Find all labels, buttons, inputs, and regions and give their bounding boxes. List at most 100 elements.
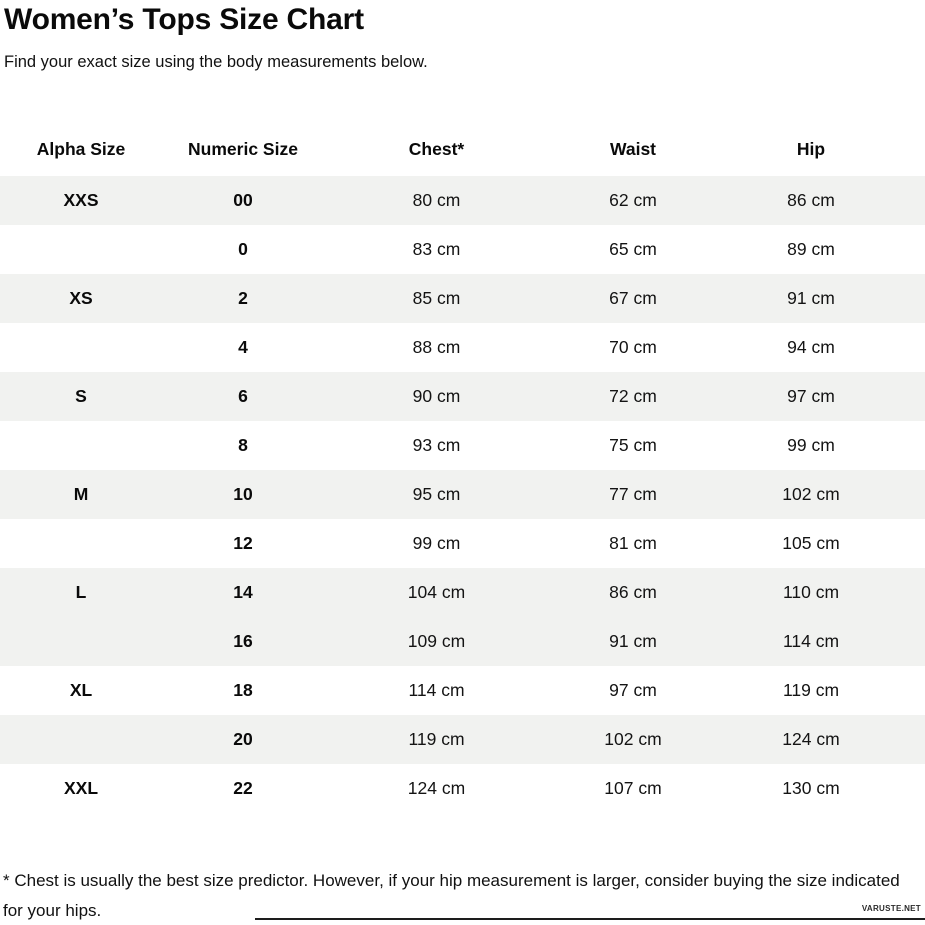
waist-cell: 91 cm — [609, 630, 657, 651]
alpha-size-cell: XXS — [63, 189, 99, 210]
numeric-size-cell: 18 — [233, 679, 253, 700]
waist-cell: 86 cm — [609, 581, 657, 602]
spacer-cell — [905, 666, 925, 715]
alpha-size-cell — [0, 323, 162, 372]
hip-cell: 94 cm — [787, 336, 835, 357]
table-row: XS 2 85 cm 67 cm 91 cm — [0, 273, 925, 323]
watermark: VARUSTE.NET — [861, 904, 921, 913]
waist-cell: 67 cm — [609, 287, 657, 308]
numeric-size-cell: 14 — [233, 581, 253, 602]
waist-cell: 70 cm — [609, 336, 657, 357]
page-subtitle: Find your exact size using the body meas… — [4, 53, 428, 71]
chest-cell: 124 cm — [407, 777, 466, 798]
numeric-size-cell: 6 — [238, 385, 248, 406]
chest-cell: 88 cm — [412, 336, 461, 357]
alpha-size-cell: XXL — [63, 777, 99, 798]
alpha-size-cell: S — [75, 385, 87, 406]
hip-cell: 130 cm — [782, 777, 840, 798]
column-header-waist: Waist — [609, 139, 657, 160]
chest-cell: 104 cm — [407, 581, 466, 602]
waist-cell: 65 cm — [609, 238, 657, 259]
spacer-cell — [905, 274, 925, 323]
table-row: 8 93 cm 75 cm 99 cm — [0, 420, 925, 470]
column-header-alpha-size: Alpha Size — [36, 139, 126, 160]
alpha-size-cell — [0, 715, 162, 764]
chest-cell: 99 cm — [412, 532, 461, 553]
spacer-cell — [905, 323, 925, 372]
waist-cell: 72 cm — [609, 385, 657, 406]
spacer-cell — [905, 421, 925, 470]
spacer-cell — [905, 715, 925, 764]
table-row: M 10 95 cm 77 cm 102 cm — [0, 469, 925, 519]
column-header-hip: Hip — [796, 139, 826, 160]
chest-cell: 93 cm — [412, 434, 461, 455]
hip-cell: 110 cm — [782, 581, 840, 602]
spacer-cell — [905, 372, 925, 421]
chest-cell: 95 cm — [412, 483, 461, 504]
numeric-size-cell: 00 — [233, 189, 253, 210]
hip-cell: 105 cm — [782, 532, 840, 553]
chest-cell: 114 cm — [408, 679, 465, 700]
spacer-cell — [905, 764, 925, 813]
waist-cell: 102 cm — [604, 728, 662, 749]
alpha-size-cell: XS — [69, 287, 93, 308]
table-row: 4 88 cm 70 cm 94 cm — [0, 322, 925, 372]
size-table: Alpha Size Numeric Size Chest* Waist Hip XXS… — [0, 123, 925, 813]
waist-cell: 75 cm — [609, 434, 657, 455]
alpha-size-cell — [0, 519, 162, 568]
spacer-cell — [905, 519, 925, 568]
column-header-numeric-size: Numeric Size — [188, 139, 298, 160]
numeric-size-cell: 10 — [233, 483, 253, 504]
hip-cell: 102 cm — [782, 483, 840, 504]
table-row: L 14 104 cm 86 cm 110 cm — [0, 567, 925, 617]
table-row: XXS 00 80 cm 62 cm 86 cm — [0, 175, 925, 225]
chest-cell: 109 cm — [407, 630, 466, 651]
chest-cell: 90 cm — [412, 385, 461, 406]
numeric-size-cell: 8 — [238, 434, 248, 455]
spacer-cell — [905, 124, 925, 176]
alpha-size-cell: L — [75, 581, 87, 602]
table-row: S 6 90 cm 72 cm 97 cm — [0, 371, 925, 421]
numeric-size-cell: 22 — [233, 777, 253, 798]
numeric-size-cell: 12 — [233, 532, 253, 553]
waist-cell: 62 cm — [609, 189, 657, 210]
table-row: 16 109 cm 91 cm 114 cm — [0, 616, 925, 666]
footnote: * Chest is usually the best size predict… — [3, 870, 900, 920]
table-row: 20 119 cm 102 cm 124 cm — [0, 714, 925, 764]
table-row: XXL 22 124 cm 107 cm 130 cm — [0, 763, 925, 813]
column-header-chest: Chest* — [408, 139, 465, 160]
hip-cell: 91 cm — [787, 287, 835, 308]
table-header-row: Alpha Size Numeric Size Chest* Waist Hip — [0, 123, 925, 176]
numeric-size-cell: 20 — [233, 728, 253, 749]
spacer-cell — [905, 617, 925, 666]
page-title: Women’s Tops Size Chart — [4, 3, 364, 36]
chest-cell: 85 cm — [412, 287, 461, 308]
waist-cell: 77 cm — [609, 483, 657, 504]
numeric-size-cell: 0 — [238, 238, 248, 259]
waist-cell: 81 cm — [609, 532, 657, 553]
spacer-cell — [905, 470, 925, 519]
chest-cell: 83 cm — [412, 238, 461, 259]
waist-cell: 107 cm — [604, 777, 662, 798]
numeric-size-cell: 16 — [233, 630, 253, 651]
alpha-size-cell — [0, 617, 162, 666]
hip-cell: 114 cm — [782, 630, 840, 651]
alpha-size-cell — [0, 225, 162, 274]
alpha-size-cell — [0, 421, 162, 470]
hip-cell: 86 cm — [787, 189, 835, 210]
chest-cell: 80 cm — [412, 189, 461, 210]
bottom-divider — [255, 918, 925, 920]
hip-cell: 124 cm — [782, 728, 840, 749]
spacer-cell — [905, 176, 925, 225]
table-row: XL 18 114 cm 97 cm 119 cm — [0, 665, 925, 715]
numeric-size-cell: 4 — [238, 336, 248, 357]
hip-cell: 89 cm — [787, 238, 835, 259]
spacer-cell — [905, 568, 925, 617]
hip-cell: 119 cm — [782, 679, 840, 700]
table-row: 12 99 cm 81 cm 105 cm — [0, 518, 925, 568]
alpha-size-cell: XL — [69, 679, 93, 700]
alpha-size-cell: M — [73, 483, 89, 504]
waist-cell: 97 cm — [609, 679, 657, 700]
numeric-size-cell: 2 — [238, 287, 248, 308]
